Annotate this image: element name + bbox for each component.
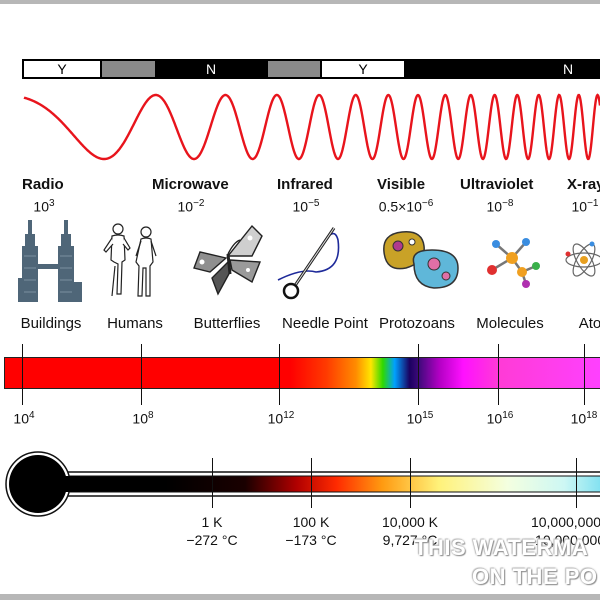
frequency-tick [22, 344, 23, 405]
atmo-segment [155, 59, 268, 79]
needle-icon [277, 227, 340, 300]
atmo-label: N [562, 61, 574, 77]
wavelength-visible: 0.5×10−6 [378, 198, 434, 215]
wavelength-xray: 10−1 [571, 198, 599, 215]
band-infrared: Infrared [277, 176, 333, 193]
temperature-tick [576, 458, 577, 508]
band-visible: Visible [377, 176, 426, 193]
atmo-segment [102, 59, 155, 79]
wavelength-ultraviolet: 10−8 [486, 198, 514, 215]
object-label-butterflies: Butterflies [193, 315, 261, 332]
band-ultraviolet: Ultraviolet [460, 176, 534, 193]
temperature-label: 1 K −272 °C [186, 514, 238, 548]
watermark-line: ON THE PO [472, 564, 598, 589]
temperature-thermometer [5, 451, 600, 517]
temperature-tick [212, 458, 213, 508]
temperature-label: 100 K −173 °C [285, 514, 337, 548]
object-label-protozoans: Protozoans [379, 315, 455, 332]
temperature-tick [311, 458, 312, 508]
humans-icon [103, 223, 157, 297]
atmo-segment [268, 59, 320, 79]
atmosphere-opacity-bar: Y N Y N [22, 59, 600, 79]
wavelength-infrared: 10−5 [292, 198, 320, 215]
butterfly-icon [193, 224, 263, 296]
frequency-tick [418, 344, 419, 405]
wave-line [23, 93, 600, 161]
band-radio: Radio [22, 176, 64, 193]
temperature-label: 10,000 K 9,727 °C [381, 514, 439, 548]
object-label-molecules: Molecules [476, 315, 544, 332]
molecule-icon [487, 238, 540, 288]
frequency-label: 108 [132, 410, 154, 427]
bottom-border [0, 594, 600, 600]
object-label-buildings: Buildings [20, 315, 82, 332]
temperature-label: 10,000,000 ~10,000,000 [526, 514, 600, 548]
wavelength-radio: 103 [33, 198, 55, 215]
atmo-label: Y [57, 61, 67, 77]
atom-icon [565, 241, 600, 277]
frequency-label: 1015 [406, 410, 434, 427]
frequency-tick [584, 344, 585, 405]
frequency-tick [141, 344, 142, 405]
wavelength-wave [23, 93, 600, 161]
frequency-spectrum-bar [4, 357, 600, 389]
object-label-needle-point: Needle Point [282, 315, 368, 332]
band-microwave: Microwave [152, 176, 229, 193]
temperature-tick [410, 458, 411, 508]
frequency-label: 1016 [486, 410, 514, 427]
atmo-segment [320, 59, 406, 79]
object-label-atoms: Ato [578, 315, 600, 332]
watermark-line: THIS WATERMA [414, 535, 589, 560]
frequency-tick [498, 344, 499, 405]
protozoan-icon [383, 231, 459, 289]
frequency-tick [279, 344, 280, 405]
frequency-label: 1012 [267, 410, 295, 427]
band-xray: X-ray [567, 176, 600, 193]
atmo-label: Y [358, 61, 368, 77]
atmo-label: N [205, 61, 217, 77]
atmo-segment [406, 59, 600, 79]
wavelength-microwave: 10−2 [177, 198, 205, 215]
buildings-icon [18, 220, 82, 302]
frequency-label: 104 [13, 410, 35, 427]
atmo-segment [22, 59, 102, 79]
top-border [0, 0, 600, 4]
object-label-humans: Humans [107, 315, 163, 332]
frequency-label: 1018 [570, 410, 598, 427]
